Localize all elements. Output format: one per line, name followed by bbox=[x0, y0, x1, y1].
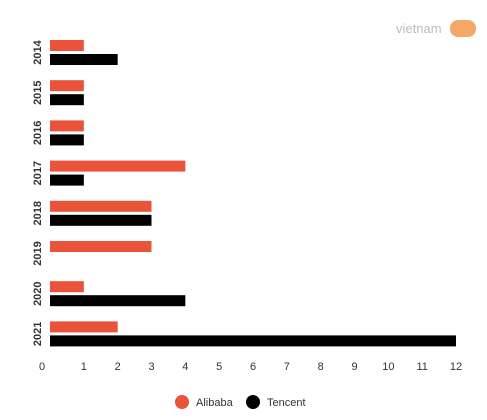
x-tick-label: 7 bbox=[284, 361, 290, 373]
bar-alibaba-2021 bbox=[50, 321, 118, 333]
bar-alibaba-2017 bbox=[50, 160, 186, 172]
legend-marker-tencent[interactable] bbox=[246, 395, 260, 409]
bar-tencent-2021 bbox=[50, 335, 456, 347]
watermark-text: vietnam bbox=[396, 21, 442, 36]
y-tick-label: 2017 bbox=[32, 161, 44, 185]
x-tick-label: 3 bbox=[148, 361, 154, 373]
bar-alibaba-2020 bbox=[50, 281, 84, 293]
x-axis-ticks: 0 1 2 3 4 5 6 7 8 9 10 11 12 bbox=[39, 361, 462, 373]
y-tick-label: 2018 bbox=[32, 201, 44, 225]
bar-alibaba-2015 bbox=[50, 80, 84, 92]
legend-label-tencent[interactable]: Tencent bbox=[267, 397, 306, 409]
x-tick-label: 0 bbox=[39, 361, 45, 373]
y-tick-label: 2014 bbox=[32, 39, 44, 64]
bar-tencent-2020 bbox=[50, 295, 186, 307]
bar-tencent-2016 bbox=[50, 134, 84, 146]
legend[interactable]: Alibaba Tencent bbox=[175, 395, 306, 409]
x-tick-label: 10 bbox=[382, 361, 394, 373]
x-tick-label: 2 bbox=[115, 361, 121, 373]
bar-tencent-2017 bbox=[50, 174, 84, 186]
bar-tencent-2014 bbox=[50, 54, 118, 65]
legend-marker-alibaba[interactable] bbox=[175, 395, 189, 409]
x-tick-label: 6 bbox=[250, 361, 256, 373]
bar-alibaba-2018 bbox=[50, 200, 152, 212]
x-tick-label: 12 bbox=[450, 361, 462, 373]
bars-group bbox=[50, 40, 456, 347]
y-tick-label: 2015 bbox=[32, 80, 44, 104]
x-tick-label: 5 bbox=[216, 361, 222, 373]
y-axis-labels: 2014 2015 2016 2017 2018 2019 2020 2021 bbox=[32, 39, 44, 346]
bar-alibaba-2016 bbox=[50, 120, 84, 132]
watermark-logo-icon: vietnam bbox=[392, 12, 482, 44]
bar-alibaba-2014 bbox=[50, 40, 84, 51]
x-tick-label: 1 bbox=[81, 361, 87, 373]
y-tick-label: 2020 bbox=[32, 281, 44, 305]
bar-tencent-2015 bbox=[50, 94, 84, 106]
legend-label-alibaba[interactable]: Alibaba bbox=[196, 397, 234, 409]
watermark-badge bbox=[450, 20, 476, 37]
x-tick-label: 4 bbox=[182, 361, 188, 373]
bar-tencent-2018 bbox=[50, 214, 152, 226]
y-tick-label: 2021 bbox=[32, 322, 44, 346]
bar-alibaba-2019 bbox=[50, 241, 152, 252]
x-tick-label: 9 bbox=[351, 361, 357, 373]
x-tick-label: 8 bbox=[318, 361, 324, 373]
y-tick-label: 2019 bbox=[32, 241, 44, 265]
y-tick-label: 2016 bbox=[32, 121, 44, 145]
x-tick-label: 11 bbox=[416, 361, 427, 373]
